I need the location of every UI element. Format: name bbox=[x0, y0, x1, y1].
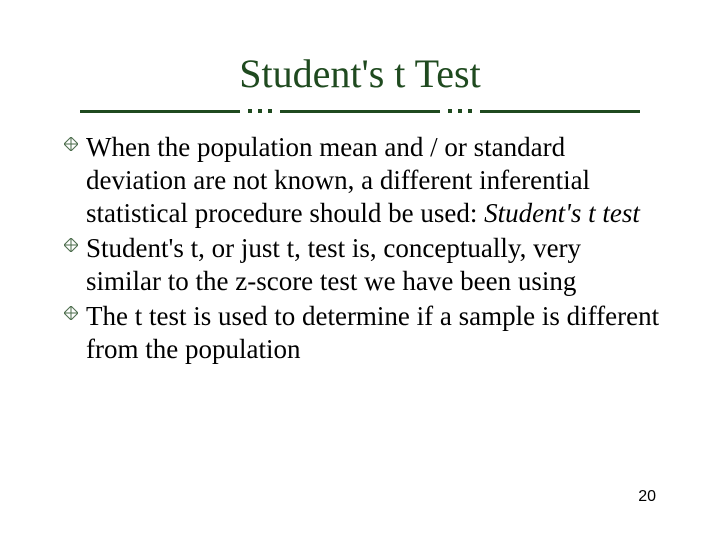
diamond-bullet-icon bbox=[64, 137, 78, 151]
diamond-bullet-icon bbox=[64, 306, 78, 320]
divider-segment bbox=[480, 110, 640, 113]
bullet-text-pre: The t test is used to determine if a sam… bbox=[86, 301, 659, 364]
divider-dot bbox=[268, 109, 272, 113]
slide-title: Student's t Test bbox=[60, 50, 660, 97]
divider-segment bbox=[80, 110, 240, 113]
page-number: 20 bbox=[638, 488, 656, 506]
diamond-bullet-icon bbox=[64, 238, 78, 252]
divider-dot bbox=[458, 109, 462, 113]
bullet-item: When the population mean and / or standa… bbox=[64, 131, 660, 230]
divider-segment bbox=[280, 110, 440, 113]
divider-dot bbox=[468, 109, 472, 113]
divider-dots bbox=[440, 109, 480, 113]
divider-dots bbox=[240, 109, 280, 113]
divider-dot bbox=[248, 109, 252, 113]
divider-dot bbox=[448, 109, 452, 113]
title-divider bbox=[80, 109, 640, 113]
bullet-item: Student's t, or just t, test is, concept… bbox=[64, 232, 660, 298]
bullet-text-italic: Student's t test bbox=[484, 198, 640, 228]
bullet-item: The t test is used to determine if a sam… bbox=[64, 300, 660, 366]
bullet-text-pre: Student's t, or just t, test is, concept… bbox=[86, 233, 581, 296]
divider-dot bbox=[258, 109, 262, 113]
bullet-list: When the population mean and / or standa… bbox=[60, 131, 660, 366]
slide: Student's t Test When the population bbox=[0, 0, 720, 540]
